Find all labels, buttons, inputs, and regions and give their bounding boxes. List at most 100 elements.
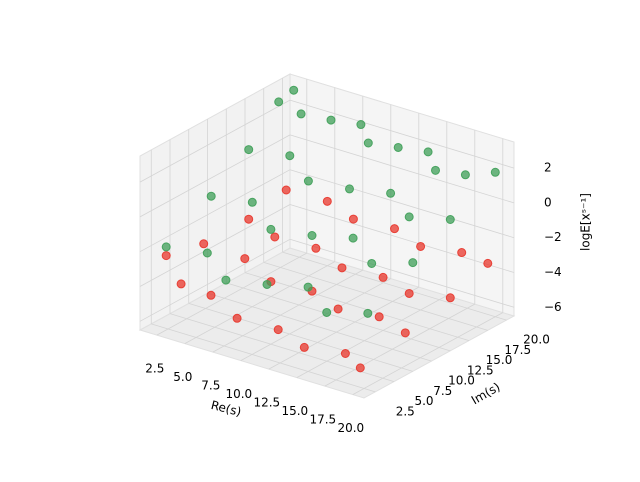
point (374, 312, 384, 322)
point (460, 170, 470, 180)
grid-line (352, 312, 503, 395)
grid-line (139, 204, 291, 287)
point (299, 342, 309, 352)
point (490, 167, 500, 177)
grid-line (139, 238, 291, 322)
grid-line (184, 261, 335, 344)
point (281, 185, 291, 195)
point (363, 138, 373, 148)
grid-line (289, 134, 515, 204)
point (296, 109, 306, 119)
point (270, 232, 280, 242)
point (345, 184, 354, 194)
point (333, 304, 343, 314)
grid-line (324, 303, 475, 387)
point (273, 325, 283, 335)
point (303, 282, 313, 292)
y-tick-label: 15.0 (486, 353, 513, 367)
y-tick-label: 7.5 (433, 384, 452, 398)
point (161, 251, 171, 261)
y-tick-label: 12.5 (467, 363, 494, 377)
point (176, 279, 186, 289)
x-tick-label: 2.5 (145, 362, 164, 376)
point (363, 308, 373, 318)
grid-line (268, 286, 419, 370)
grid-line (289, 169, 515, 239)
z-axis-label: logE[xˢ⁻¹] (579, 193, 593, 251)
point (337, 263, 347, 273)
point (206, 290, 216, 300)
grid-line (188, 302, 413, 372)
grid-line (244, 272, 470, 341)
z-tick-label: 0 (544, 195, 552, 209)
point (393, 142, 403, 152)
point (266, 224, 276, 234)
point (483, 258, 493, 268)
point (247, 197, 257, 207)
point (206, 191, 216, 201)
grid-line (282, 251, 507, 321)
grid-line (289, 204, 515, 273)
grid-line (212, 269, 363, 353)
grid-line (289, 238, 515, 308)
grid-line (296, 295, 447, 378)
y-tick-label: 20.0 (523, 333, 550, 347)
point (322, 307, 332, 317)
point (408, 258, 418, 268)
point (348, 214, 358, 224)
point (285, 151, 295, 161)
x-tick-label: 20.0 (337, 421, 364, 435)
point (326, 115, 336, 125)
point (244, 145, 254, 155)
point (221, 275, 231, 285)
x-tick-label: 5.0 (173, 370, 192, 384)
point (400, 328, 410, 338)
point (232, 313, 242, 323)
point (416, 241, 426, 251)
y-tick-label: 10.0 (448, 374, 475, 388)
point (340, 349, 350, 358)
x-tick-label: 10.0 (225, 387, 252, 401)
grid-line (139, 134, 291, 218)
y-tick-label: 5.0 (414, 394, 433, 408)
grid-line (207, 292, 432, 362)
point (367, 258, 377, 268)
x-tick-label: 7.5 (201, 379, 220, 393)
grid-line (289, 99, 515, 169)
point (457, 248, 467, 258)
z-tick-label: −2 (544, 230, 562, 244)
point (356, 120, 366, 130)
point (378, 272, 388, 282)
point (404, 288, 414, 298)
x-tick-label: 17.5 (309, 413, 336, 427)
x-tick-label: 12.5 (253, 396, 280, 410)
y-tick-label: 2.5 (396, 404, 415, 418)
grid-line (139, 99, 291, 183)
point (390, 224, 399, 234)
x-tick-label: 15.0 (281, 404, 308, 418)
point (445, 215, 455, 224)
point (423, 147, 433, 157)
grid-line (263, 261, 488, 331)
point (445, 293, 455, 303)
z-tick-label: −6 (544, 300, 562, 314)
point (348, 233, 358, 243)
point (199, 239, 209, 249)
z-tick-label: −4 (544, 265, 562, 279)
point (311, 243, 321, 253)
grid-line (151, 323, 376, 393)
point (240, 254, 250, 264)
z-tick-label: 2 (544, 161, 552, 175)
x-axis-label: Re(s) (209, 398, 242, 419)
point (307, 231, 317, 240)
grid-line (139, 169, 291, 253)
point (289, 85, 299, 95)
point (274, 97, 284, 107)
point (404, 212, 414, 222)
point (202, 248, 212, 258)
point (303, 176, 313, 186)
point (262, 279, 272, 289)
point (161, 242, 171, 252)
y-tick-label: 17.5 (504, 343, 531, 357)
